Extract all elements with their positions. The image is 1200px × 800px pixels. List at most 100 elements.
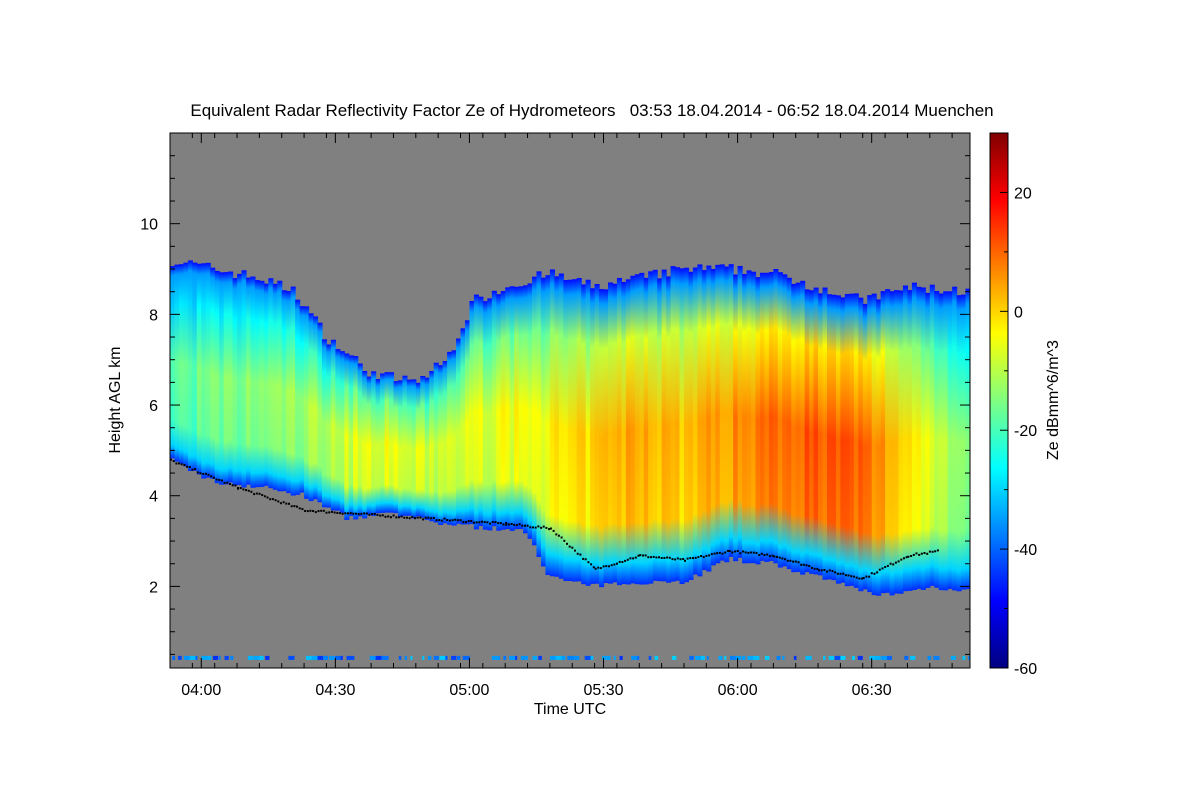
ground-clutter (323, 655, 329, 660)
plot-frame (169, 132, 971, 669)
x-axis: 04:00 04:30 05:00 05:30 06:00 06:30 (169, 133, 953, 699)
ground-clutter (573, 655, 580, 660)
melting-layer-point (752, 551, 755, 554)
reflectivity-column (867, 295, 873, 593)
reflectivity-column (594, 284, 600, 584)
melting-layer-point (188, 466, 191, 468)
melting-layer-point (491, 521, 494, 523)
ground-clutter (654, 655, 659, 660)
melting-layer-point (878, 568, 881, 571)
melting-layer-point (534, 526, 537, 529)
reflectivity-column (728, 264, 734, 557)
ground-clutter (631, 655, 640, 660)
reflectivity-column (433, 362, 439, 523)
melting-layer-point (931, 550, 934, 553)
reflectivity-column (330, 339, 336, 511)
reflectivity-column (661, 269, 667, 582)
reflectivity-field (170, 260, 970, 660)
reflectivity-column (371, 371, 377, 516)
ground-clutter (834, 655, 842, 660)
reflectivity-column (192, 262, 198, 471)
melting-layer-point (274, 499, 277, 502)
ground-clutter (689, 655, 694, 660)
melting-layer-point (229, 483, 231, 485)
melting-layer-point (557, 534, 560, 537)
melting-layer-point (494, 521, 497, 524)
reflectivity-column (634, 274, 640, 585)
melting-layer-point (684, 559, 686, 562)
melting-layer-point (592, 566, 595, 569)
melting-layer-point (258, 492, 261, 495)
melting-layer-point (196, 471, 199, 474)
melting-layer-point (792, 560, 795, 563)
reflectivity-column (549, 269, 555, 577)
melting-layer-point (576, 552, 579, 555)
melting-layer-point (483, 521, 486, 524)
melting-layer-point (660, 557, 663, 559)
reflectivity-column (545, 275, 551, 576)
ground-clutter (422, 655, 425, 660)
melting-layer-point (218, 478, 221, 481)
melting-layer-point (694, 556, 697, 559)
melting-layer-point (424, 516, 427, 519)
melting-layer-point (400, 515, 403, 518)
melting-layer-point (602, 565, 605, 568)
reflectivity-column (487, 298, 493, 531)
reflectivity-column (415, 382, 421, 517)
reflectivity-column (380, 373, 386, 513)
melting-layer-point (467, 520, 470, 523)
reflectivity-column (523, 285, 529, 534)
melting-layer-point (658, 556, 660, 559)
melting-layer-point (336, 511, 339, 514)
ground-clutter (968, 655, 970, 660)
melting-layer-point (721, 552, 724, 555)
melting-layer-point (352, 512, 355, 515)
melting-layer-point (679, 558, 682, 561)
melting-layer-point (368, 513, 371, 516)
reflectivity-column (250, 276, 256, 488)
ground-clutter (619, 655, 623, 660)
melting-layer-point (505, 522, 508, 524)
melting-layer-point (510, 523, 513, 525)
melting-layer-point (392, 514, 395, 517)
melting-layer-point (766, 553, 769, 556)
melting-layer-point (363, 512, 366, 515)
melting-layer-point (387, 515, 390, 518)
melting-layer-point (776, 555, 778, 558)
reflectivity-column (835, 295, 841, 584)
ground-clutter (247, 655, 254, 660)
reflectivity-column (916, 286, 922, 589)
ground-clutter (782, 655, 785, 660)
melting-layer-point (499, 522, 502, 525)
reflectivity-column (228, 271, 234, 483)
ground-clutter (253, 655, 260, 660)
ground-clutter (520, 655, 528, 660)
ground-clutter (259, 655, 264, 660)
melting-layer-point (671, 558, 674, 561)
ground-clutter (410, 655, 413, 660)
reflectivity-column (880, 291, 886, 594)
melting-layer-point (497, 522, 500, 525)
melting-layer-point (639, 554, 642, 557)
colorbar-tick-label: -40 (1014, 542, 1037, 559)
reflectivity-column (344, 353, 350, 520)
melting-layer-point (582, 557, 585, 560)
ground-clutter (503, 655, 507, 660)
melting-layer-point (850, 575, 853, 578)
melting-layer-point (844, 574, 847, 577)
melting-layer-point (781, 557, 784, 560)
reflectivity-column (911, 282, 917, 590)
melting-layer-point (435, 519, 438, 522)
x-axis-label: Time UTC (534, 701, 606, 718)
melting-layer-point (309, 509, 312, 512)
melting-layer-point (212, 476, 215, 479)
ground-clutter (317, 655, 324, 660)
melting-layer-point (298, 507, 301, 510)
y-tick-label: 2 (149, 579, 158, 596)
reflectivity-column (943, 291, 949, 591)
ground-clutter (852, 655, 855, 660)
melting-layer-point (540, 526, 543, 529)
melting-layer-point (204, 472, 207, 475)
melting-layer-point (731, 551, 734, 554)
melting-layer-point (515, 524, 518, 527)
